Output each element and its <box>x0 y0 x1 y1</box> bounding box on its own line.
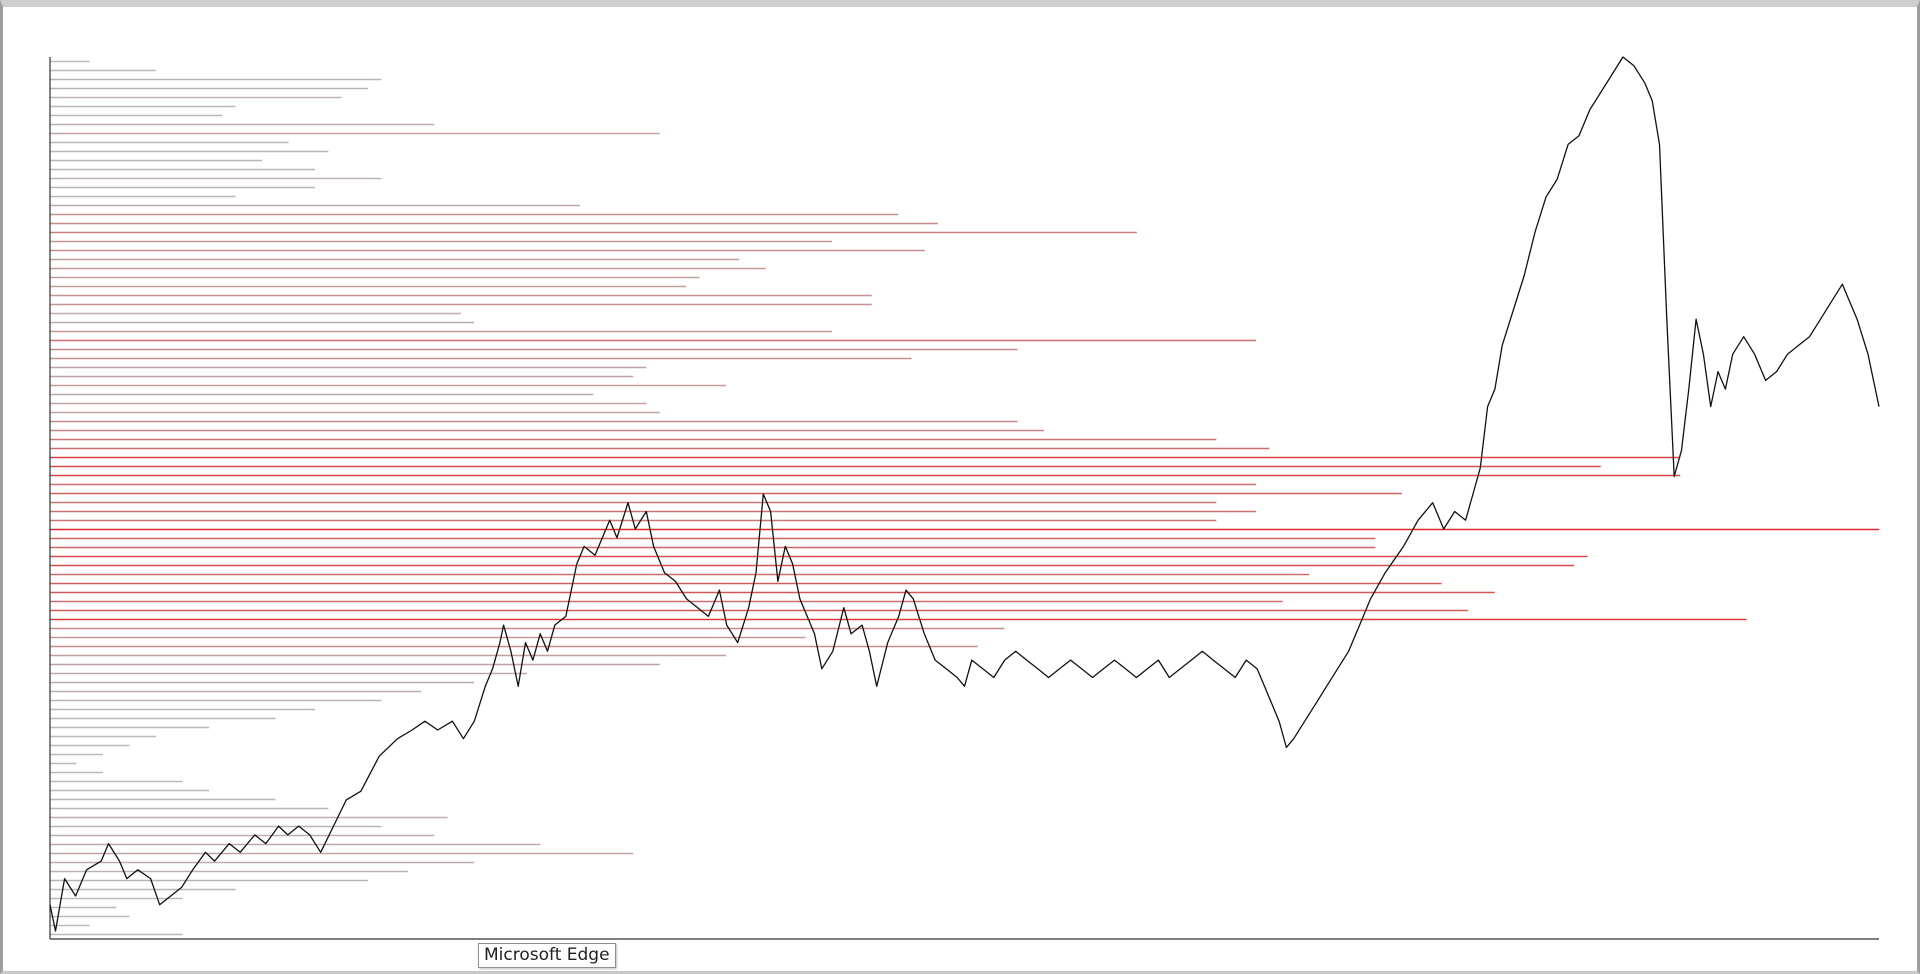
price-chart <box>49 56 1880 940</box>
price-line <box>49 56 1880 932</box>
chart-axes <box>49 57 1879 940</box>
price-series <box>49 56 1880 932</box>
tooltip: Microsoft Edge <box>478 943 616 968</box>
volume-profile <box>50 60 1879 936</box>
